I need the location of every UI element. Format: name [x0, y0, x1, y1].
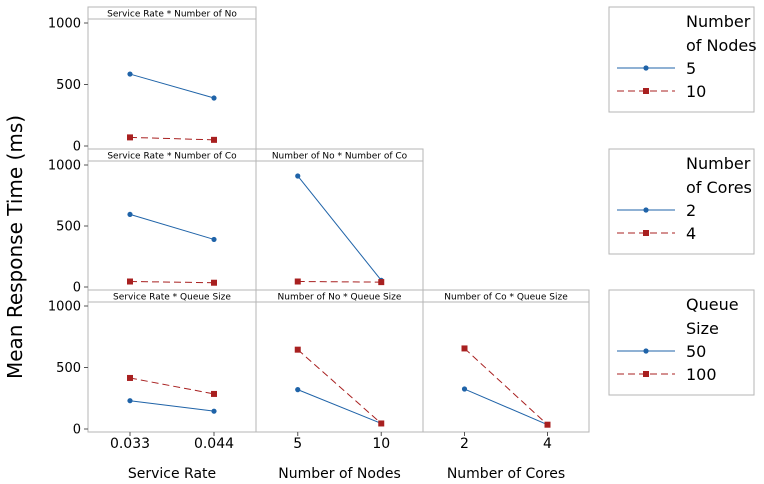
legend-marker	[643, 65, 649, 71]
data-point	[461, 386, 468, 392]
legend-label: 100	[686, 365, 717, 384]
legend-marker	[643, 230, 649, 236]
series-line	[129, 281, 215, 284]
data-point	[211, 136, 217, 143]
series-line	[129, 400, 215, 412]
panel-frame	[87, 148, 257, 291]
data-point	[378, 279, 385, 286]
data-point	[127, 71, 133, 77]
panel-frame	[255, 289, 424, 433]
data-point	[127, 374, 133, 381]
data-point	[127, 134, 133, 141]
panel-frame	[87, 6, 257, 150]
data-point	[127, 278, 133, 285]
legend-box	[608, 289, 755, 396]
data-point	[211, 390, 217, 397]
series-line	[129, 73, 215, 99]
legend-title: Number	[686, 154, 751, 173]
legend-box	[608, 6, 755, 113]
panel-title: Service Rate * Number of No	[107, 10, 237, 20]
data-point	[127, 398, 133, 404]
panel-title: Number of No * Number of Co	[272, 152, 408, 162]
x-axis-label: Service Rate	[128, 466, 216, 482]
panel-frame	[255, 148, 424, 291]
x-tick-label: 2	[460, 436, 469, 452]
y-tick-label: 1000	[48, 17, 81, 32]
x-tick-label: 10	[372, 436, 390, 452]
legend-title: of Cores	[686, 178, 752, 197]
legend-label: 2	[686, 201, 696, 220]
panel-title: Service Rate * Queue Size	[113, 293, 231, 303]
panel-frame	[87, 289, 257, 433]
y-tick-label: 0	[73, 281, 81, 296]
y-tick-label: 1000	[48, 159, 81, 174]
data-point	[211, 408, 217, 414]
legend-title: Queue	[686, 295, 739, 314]
y-tick-label: 500	[56, 78, 81, 93]
data-point	[294, 278, 301, 285]
series-line	[297, 175, 382, 281]
x-tick-label: 0.033	[110, 436, 150, 452]
series-line	[129, 213, 215, 240]
data-point	[295, 173, 301, 179]
series-line	[129, 377, 215, 395]
legend-marker	[643, 348, 649, 354]
legend-marker	[643, 207, 649, 213]
legend-title: Number	[686, 12, 751, 31]
x-axis-label: Number of Nodes	[278, 466, 400, 482]
data-point	[211, 236, 217, 243]
x-tick-label: 4	[543, 436, 552, 452]
series-line	[297, 389, 382, 424]
y-tick-label: 500	[56, 220, 81, 235]
series-line	[297, 349, 382, 424]
y-tick-label: 0	[73, 140, 81, 155]
series-line	[129, 136, 215, 141]
x-axis-label: Number of Cores	[447, 466, 565, 482]
data-point	[211, 95, 217, 101]
y-tick-label: 1000	[48, 300, 81, 315]
y-axis-label: Mean Response Time (ms)	[3, 115, 27, 379]
legend-marker	[643, 88, 649, 94]
data-point	[211, 279, 217, 286]
series-line	[297, 281, 382, 283]
legend-title: of Nodes	[686, 36, 757, 55]
legend-marker	[643, 371, 649, 377]
legend-label: 4	[686, 224, 696, 243]
data-point	[461, 345, 468, 352]
data-point	[378, 420, 385, 427]
x-tick-label: 5	[293, 436, 302, 452]
series-line	[464, 388, 548, 426]
panel-title: Service Rate * Number of Co	[107, 152, 237, 162]
data-point	[295, 387, 301, 393]
y-tick-label: 0	[73, 423, 81, 438]
x-tick-label: 0.044	[194, 436, 234, 452]
legend-title: Size	[686, 319, 719, 338]
data-point	[127, 211, 133, 218]
panel-frame	[422, 289, 590, 433]
y-tick-label: 500	[56, 361, 81, 376]
legend-label: 5	[686, 59, 696, 78]
series-line	[464, 348, 548, 426]
panel-title: Number of Co * Queue Size	[444, 293, 568, 303]
legend-box	[608, 148, 755, 255]
data-point	[294, 346, 301, 353]
legend-label: 50	[686, 342, 706, 361]
data-point	[544, 421, 551, 428]
legend-label: 10	[686, 82, 706, 101]
panel-title: Number of No * Queue Size	[278, 293, 402, 303]
